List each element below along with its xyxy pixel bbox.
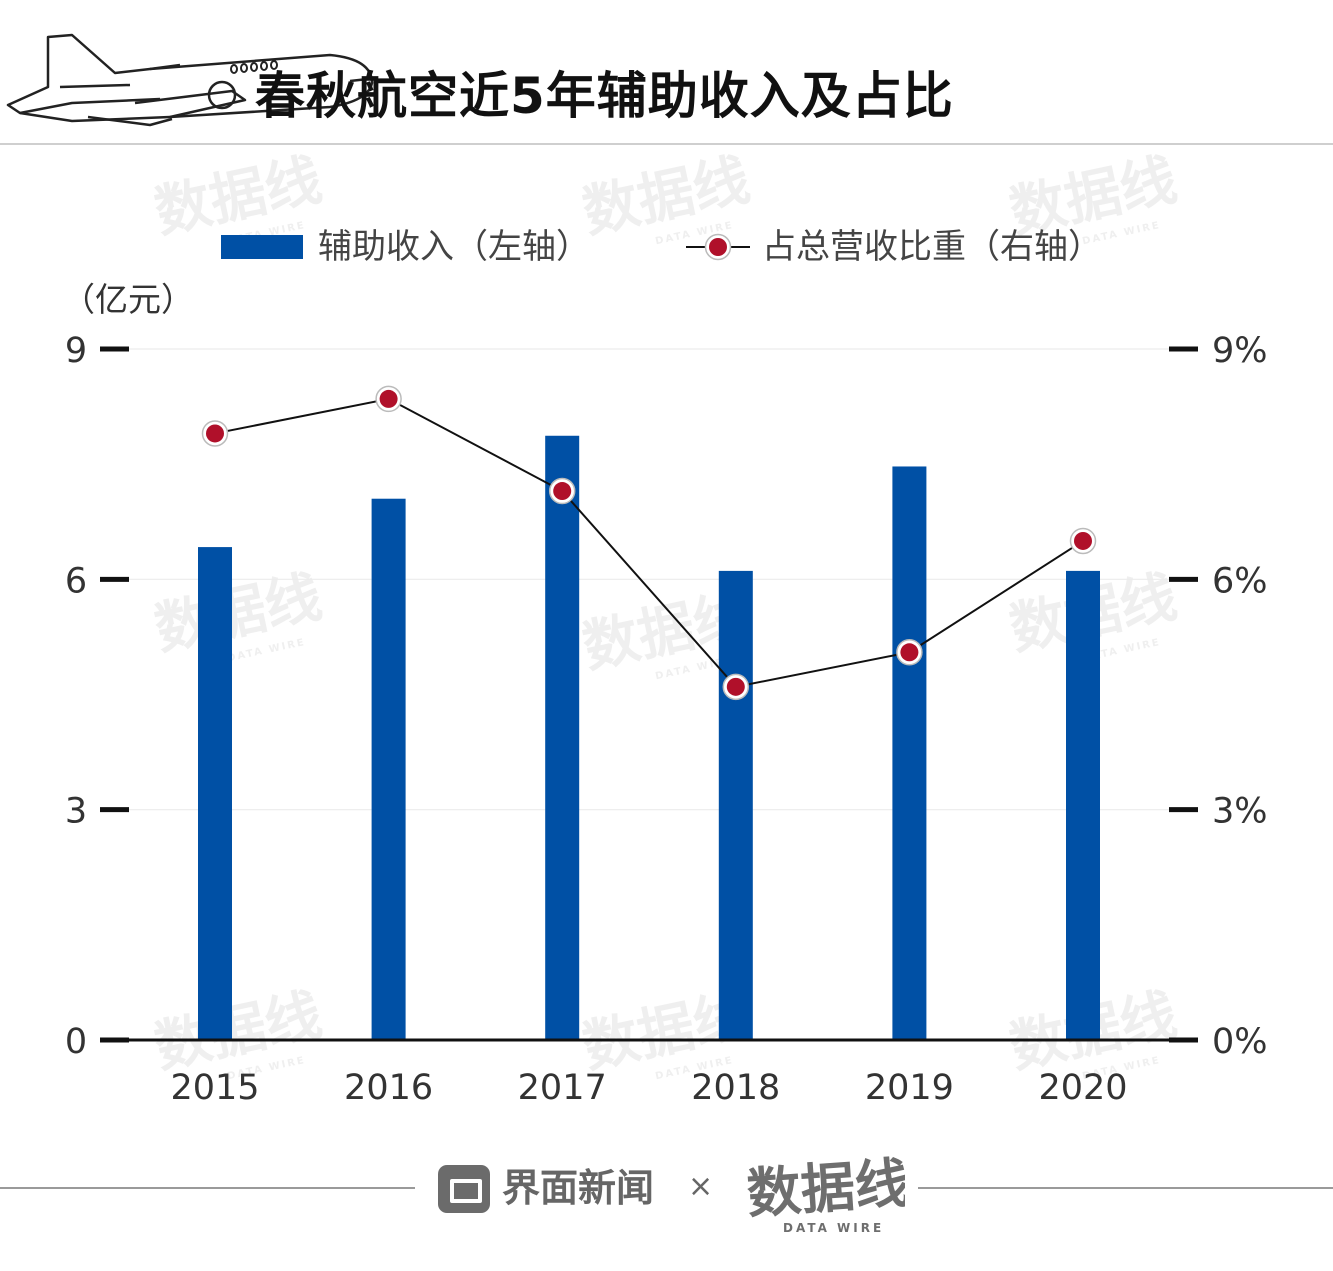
- series-line: [214, 397, 1084, 688]
- x-axis-tick-label: 2019: [865, 1068, 954, 1108]
- partner-subtext: DATA WIRE: [783, 1221, 884, 1235]
- footer-separator: ×: [688, 1169, 714, 1204]
- left-axis-tick-label: 6: [65, 561, 87, 601]
- right-axis-tick-label: 0%: [1212, 1022, 1268, 1062]
- line-series: [201, 385, 1097, 701]
- right-axis-tick-label: 6%: [1212, 561, 1268, 601]
- footer-rule-right: [918, 1187, 1333, 1189]
- legend: 辅助收入（左轴） 占总营收比重（右轴）: [221, 227, 1102, 267]
- bar: [1066, 570, 1100, 1040]
- line-point: [726, 677, 745, 696]
- partner-logo: 数据线 DATA WIRE: [745, 1152, 905, 1235]
- left-axis-tick-label: 3: [65, 792, 87, 832]
- legend-line-label: 占总营收比重（右轴）: [762, 227, 1102, 267]
- bar: [892, 466, 927, 1041]
- bar: [198, 547, 232, 1040]
- legend-bar-label: 辅助收入（左轴）: [318, 227, 590, 267]
- legend-point-swatch: [709, 238, 727, 256]
- left-axis-unit: （亿元）: [62, 280, 194, 319]
- x-axis-tick-label: 2018: [691, 1068, 780, 1108]
- x-axis-tick-label: 2016: [344, 1068, 433, 1108]
- left-axis-tick-label: 0: [65, 1022, 87, 1062]
- x-axis-tick-label: 2017: [518, 1068, 607, 1108]
- bar-series: [198, 435, 1100, 1041]
- x-axis-tick-label: 2015: [170, 1068, 259, 1108]
- axes: 0 3 6 9 0% 3% 6% 9% （亿元） 2015 2016 2017 2018 2019 2020: [62, 280, 1268, 1108]
- bar: [371, 498, 406, 1040]
- bar: [545, 435, 580, 1040]
- right-axis-tick-label: 9%: [1212, 331, 1268, 371]
- line-point: [900, 643, 919, 662]
- brand-name: 界面新闻: [502, 1166, 655, 1210]
- line-point: [206, 424, 224, 443]
- brand-logo-icon: [438, 1165, 490, 1213]
- partner-name: 数据线: [745, 1152, 905, 1226]
- line-point: [1074, 531, 1092, 550]
- gridlines: [128, 348, 1170, 811]
- page-title: 春秋航空近5年辅助收入及占比: [255, 67, 954, 125]
- header: 春秋航空近5年辅助收入及占比: [0, 0, 1333, 145]
- bar: [718, 570, 753, 1040]
- legend-bar-swatch: [221, 235, 303, 259]
- left-axis-tick-label: 9: [65, 331, 87, 371]
- right-axis-tick-label: 3%: [1212, 792, 1268, 832]
- footer-rule-left: [0, 1187, 415, 1189]
- header-divider: [0, 143, 1333, 145]
- line-point: [379, 389, 398, 408]
- x-axis-tick-label: 2020: [1038, 1068, 1127, 1108]
- airplane-icon: [6, 33, 374, 127]
- line-point: [553, 482, 572, 501]
